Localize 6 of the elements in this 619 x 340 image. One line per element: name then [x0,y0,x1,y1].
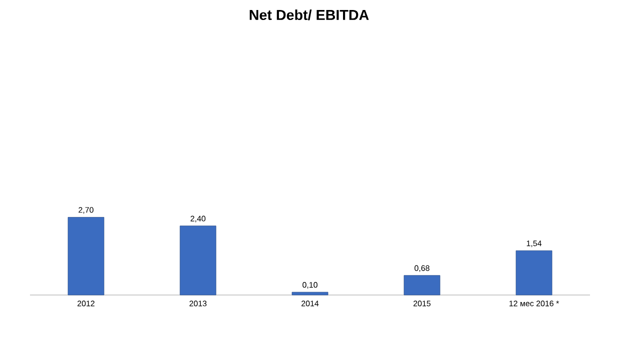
bar [404,275,440,296]
bar [292,292,328,296]
bar [516,250,552,296]
bar [180,226,216,296]
bar [68,217,104,296]
chart-title: Net Debt/ EBITDA [250,10,369,20]
